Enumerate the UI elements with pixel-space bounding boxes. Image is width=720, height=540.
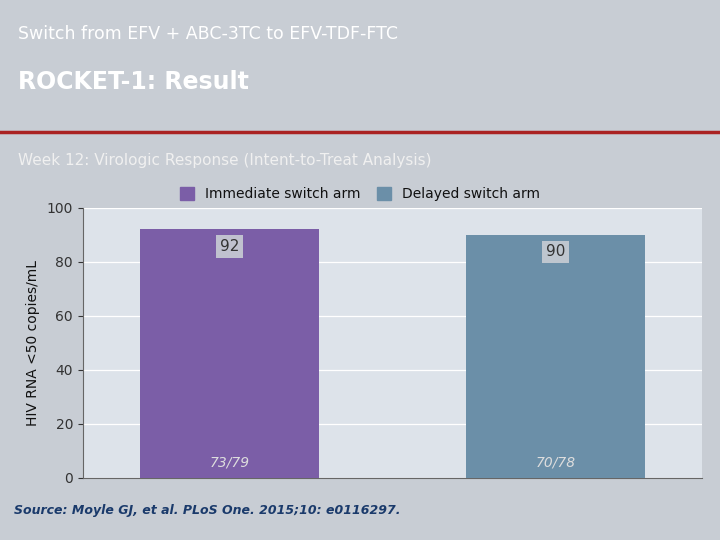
Text: 70/78: 70/78 <box>535 456 575 470</box>
Text: ROCKET-1: Result: ROCKET-1: Result <box>18 70 249 94</box>
Text: 73/79: 73/79 <box>210 456 250 470</box>
Text: Switch from EFV + ABC-3TC to EFV-TDF-FTC: Switch from EFV + ABC-3TC to EFV-TDF-FTC <box>18 25 398 43</box>
Text: 92: 92 <box>220 239 239 254</box>
Text: Week 12: Virologic Response (Intent-to-Treat Analysis): Week 12: Virologic Response (Intent-to-T… <box>18 153 431 168</box>
Text: 90: 90 <box>546 244 565 259</box>
Bar <box>140 230 319 478</box>
Text: Source: Moyle GJ, et al. PLoS One. 2015;10: e0116297.: Source: Moyle GJ, et al. PLoS One. 2015;… <box>14 504 400 517</box>
Bar <box>466 235 645 478</box>
Legend: Immediate switch arm, Delayed switch arm: Immediate switch arm, Delayed switch arm <box>174 182 546 207</box>
Y-axis label: HIV RNA <50 copies/mL: HIV RNA <50 copies/mL <box>26 260 40 426</box>
